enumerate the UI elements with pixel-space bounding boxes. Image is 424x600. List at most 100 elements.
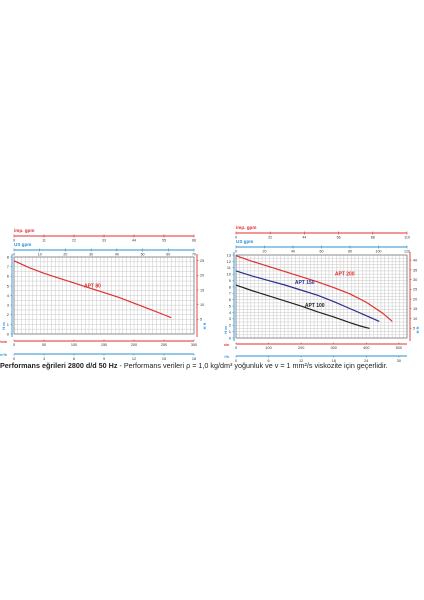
us-gpm-tick-label: 70 bbox=[192, 253, 196, 257]
m3h-axis-label: Qm³/h bbox=[0, 353, 7, 357]
h-ft-tick-label: 20 bbox=[200, 274, 204, 278]
h-m-axis-label: H m bbox=[224, 326, 228, 334]
h-m-tick-label: 1 bbox=[7, 322, 10, 327]
l-min-tick-label: 0 bbox=[13, 343, 15, 347]
l-min-tick-label: 0 bbox=[235, 346, 237, 350]
l-min-tick-label: 400 bbox=[363, 346, 369, 350]
grid bbox=[235, 254, 408, 339]
m3h-tick-label: 12 bbox=[299, 359, 303, 363]
imp-gpm-tick-label: 0 bbox=[13, 239, 15, 243]
series-line bbox=[235, 284, 370, 330]
us-gpm-tick-label: 40 bbox=[291, 250, 295, 254]
l-min-tick-label: 300 bbox=[331, 346, 337, 350]
h-m-tick-label: 0 bbox=[229, 335, 232, 340]
imp-gpm-tick-label: 110 bbox=[404, 236, 410, 240]
us-gpm-axis-label: US gpm bbox=[236, 239, 253, 244]
grid bbox=[13, 256, 195, 335]
h-m-tick-label: 2 bbox=[7, 312, 10, 317]
m3h-tick-label: 12 bbox=[132, 357, 136, 361]
m3h-tick-label: 9 bbox=[103, 357, 105, 361]
imp-gpm-axis-label: imp. gpm bbox=[14, 228, 34, 233]
h-m-axis-label: H m bbox=[1, 322, 6, 330]
us-gpm-tick-label: 30 bbox=[89, 253, 93, 257]
imp-gpm-tick-label: 44 bbox=[132, 239, 136, 243]
h-ft-tick-label: 10 bbox=[413, 317, 417, 321]
imp-gpm-tick-label: 22 bbox=[268, 236, 272, 240]
l-min-tick-label: 50 bbox=[42, 343, 46, 347]
us-gpm-tick-label: 50 bbox=[141, 253, 145, 257]
h-ft-tick-label: 25 bbox=[200, 259, 204, 263]
h-ft-tick-label: 40 bbox=[413, 259, 417, 263]
series-label: APT 200 bbox=[335, 272, 355, 278]
imp-gpm-tick-label: 11 bbox=[42, 239, 46, 243]
l-min-tick-label: 100 bbox=[265, 346, 271, 350]
h-ft-tick-label: 5 bbox=[200, 318, 202, 322]
m3h-axis-label: Qm³/h bbox=[224, 355, 229, 359]
us-gpm-tick-label: 0 bbox=[235, 250, 237, 254]
h-m-tick-label: 8 bbox=[229, 284, 232, 289]
h-m-tick-label: 1 bbox=[229, 329, 232, 334]
us-gpm-axis-label: US gpm bbox=[14, 242, 31, 247]
us-gpm-tick-label: 60 bbox=[320, 250, 324, 254]
m3h-tick-label: 30 bbox=[397, 359, 401, 363]
h-m-tick-label: 4 bbox=[229, 310, 232, 315]
h-m-tick-label: 5 bbox=[7, 283, 10, 288]
m3h-tick-label: 3 bbox=[43, 357, 45, 361]
m3h-tick-label: 24 bbox=[364, 359, 368, 363]
us-gpm-tick-label: 20 bbox=[263, 250, 267, 254]
l-min-tick-label: 200 bbox=[298, 346, 304, 350]
m3h-tick-label: 15 bbox=[162, 357, 166, 361]
imp-gpm-axis-label: imp. gpm bbox=[236, 225, 256, 230]
imp-gpm-tick-label: 22 bbox=[72, 239, 76, 243]
h-m-tick-label: 10 bbox=[227, 272, 232, 277]
us-gpm-tick-label: 100 bbox=[376, 250, 382, 254]
performance-caption: Performans eğrileri 2800 d/d 50 Hz - Per… bbox=[0, 361, 424, 370]
plot-frame bbox=[13, 256, 195, 335]
h-m-tick-label: 2 bbox=[229, 323, 232, 328]
series-line bbox=[13, 260, 172, 319]
h-m-tick-label: 6 bbox=[229, 297, 232, 302]
caption-normal-text: - Performans verileri ρ = 1,0 kg/dm³ yoğ… bbox=[117, 361, 388, 370]
h-ft-tick-label: 10 bbox=[200, 303, 204, 307]
h-m-tick-label: 8 bbox=[7, 254, 10, 259]
h-ft-axis-label: H ft bbox=[415, 326, 420, 333]
h-ft-tick-label: 15 bbox=[413, 307, 417, 311]
l-min-tick-label: 150 bbox=[101, 343, 107, 347]
l-min-tick-label: 500 bbox=[396, 346, 402, 350]
us-gpm-tick-label: 40 bbox=[115, 253, 119, 257]
h-m-tick-label: 7 bbox=[7, 264, 10, 269]
h-ft-tick-label: 15 bbox=[200, 288, 204, 292]
us-gpm-tick-label: 20 bbox=[63, 253, 67, 257]
h-m-tick-label: 4 bbox=[7, 293, 10, 298]
us-gpm-tick-label: 0 bbox=[13, 253, 15, 257]
h-ft-tick-label: 20 bbox=[413, 297, 417, 301]
h-ft-axis-label: H ft bbox=[202, 322, 207, 329]
m3h-tick-label: 18 bbox=[332, 359, 336, 363]
series-line bbox=[235, 270, 380, 322]
h-m-tick-label: 6 bbox=[7, 274, 10, 279]
l-min-tick-label: 300 bbox=[191, 343, 197, 347]
l-min-axis-label: Q l/min bbox=[0, 340, 7, 344]
h-m-tick-label: 3 bbox=[7, 303, 10, 308]
imp-gpm-tick-label: 0 bbox=[235, 236, 237, 240]
h-m-tick-label: 12 bbox=[227, 259, 232, 264]
l-min-tick-label: 200 bbox=[131, 343, 137, 347]
caption-bold-text: Performans eğrileri 2800 d/d 50 Hz bbox=[0, 361, 118, 370]
series-label: APT 100 bbox=[305, 303, 325, 309]
imp-gpm-tick-label: 33 bbox=[102, 239, 106, 243]
series-label: APT 150 bbox=[295, 280, 315, 286]
plot-frame bbox=[235, 254, 408, 339]
series-label: APT 80 bbox=[84, 284, 101, 290]
h-m-tick-label: 5 bbox=[229, 303, 232, 308]
h-ft-tick-label: 25 bbox=[413, 288, 417, 292]
m3h-tick-label: 6 bbox=[73, 357, 75, 361]
h-m-tick-label: 3 bbox=[229, 316, 232, 321]
imp-gpm-tick-label: 88 bbox=[371, 236, 375, 240]
h-m-tick-label: 11 bbox=[227, 265, 232, 270]
imp-gpm-tick-label: 44 bbox=[302, 236, 306, 240]
l-min-tick-label: 100 bbox=[71, 343, 77, 347]
m3h-tick-label: 0 bbox=[235, 359, 237, 363]
h-m-tick-label: 13 bbox=[227, 252, 232, 257]
